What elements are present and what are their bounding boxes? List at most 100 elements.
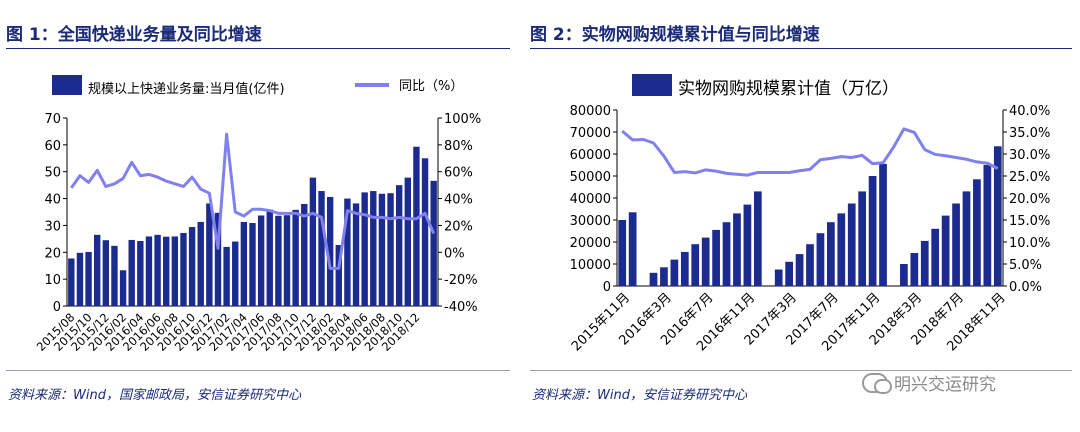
chart1-right-tick-label: -40% (444, 300, 478, 315)
chart2-bar (993, 146, 1002, 286)
chart1-bar (137, 241, 144, 306)
chart1-bar (361, 192, 368, 306)
chart2-bar (868, 176, 877, 286)
chart1-left-tick-label: 60 (44, 139, 61, 154)
chart1-left-tick-label: 30 (44, 219, 61, 234)
chart1-yoy-line (70, 132, 436, 270)
chart1-bar (413, 146, 420, 306)
chart1-left-tick-label: 20 (44, 246, 61, 261)
chart1-title-rule (6, 48, 510, 49)
chart2-bar (733, 213, 741, 286)
chart2-bottom-rule (530, 370, 1072, 371)
chart1-bar (76, 252, 84, 306)
chart1-bar (180, 232, 187, 306)
chart1-bar (275, 215, 282, 306)
chart2-title: 图 2：实物网购规模累计值与同比增速 (530, 25, 820, 45)
chart1-bar (352, 203, 360, 306)
chart2-bar (722, 222, 731, 286)
chart2-bar (680, 251, 689, 286)
chart1-bar (335, 245, 342, 306)
chart1-bar (85, 252, 92, 306)
chart2-bar (920, 240, 929, 286)
chart2-right-tick-label: 0.0% (1009, 280, 1042, 295)
chart2-bar (941, 215, 950, 286)
chart2-bar (858, 191, 867, 286)
chart1-right-tick-label: 60% (444, 166, 473, 181)
chart2-bar (837, 213, 846, 286)
chart2-bar (628, 212, 637, 286)
chart2-bar (931, 228, 940, 286)
chart2-bar (816, 233, 825, 286)
chart1-bar (318, 191, 325, 306)
chart1-left-tick-label: 40 (44, 193, 61, 208)
chart2-left-tick-label: 0 (603, 280, 611, 295)
chart2-bar (753, 191, 762, 286)
chart1-bar (94, 234, 101, 306)
chart1-right-tick-label: 40% (444, 193, 473, 208)
chart2-bar (785, 261, 793, 286)
chart1-bar (128, 239, 135, 306)
chart2-legend-bar-label: 实物网购规模累计值（万亿） (678, 79, 899, 99)
chart1-bar (292, 209, 299, 306)
chart2-left-tick-label: 40000 (570, 192, 611, 207)
chart2-bar (973, 179, 981, 286)
chart1-bar (344, 198, 351, 306)
chart2-bar (900, 264, 908, 286)
chart2-left-tick-label: 30000 (570, 214, 611, 229)
wechat-icon (862, 373, 892, 394)
chart1-right-tick-label: 20% (444, 219, 473, 234)
watermark: 明兴交运研究 (862, 370, 996, 395)
chart2-bar (701, 237, 710, 286)
chart2-bar (910, 253, 919, 286)
chart1-left-tick-label: 0 (53, 300, 61, 315)
chart2-right-tick-label: 10.0% (1009, 236, 1050, 251)
chart2-right-tick-label: 5.0% (1009, 258, 1042, 273)
chart2-bar (806, 244, 814, 286)
chart1-bar (171, 236, 179, 306)
chart2-bar (983, 165, 992, 286)
chart2-left-tick-label: 50000 (570, 170, 611, 185)
chart2-right-tick-label: 35.0% (1009, 126, 1050, 141)
chart1-bar (163, 236, 170, 306)
chart1-bar (145, 236, 153, 306)
chart1-bar (249, 223, 256, 306)
chart2-bar (827, 222, 835, 286)
chart2-left-tick-label: 60000 (570, 148, 611, 163)
chart1-bar (395, 185, 403, 306)
chart1-bar (387, 193, 394, 306)
chart2-yoy-line (621, 127, 999, 177)
chart2-right-tick-label: 15.0% (1009, 214, 1050, 229)
chart2-bar (774, 269, 783, 286)
chart1-bar (266, 209, 273, 306)
chart1-bottom-rule (6, 370, 510, 371)
chart2-bar (743, 204, 752, 286)
chart2-legend-bar-swatch (632, 74, 672, 96)
chart1-bar (119, 270, 127, 306)
chart2-bar (649, 272, 658, 286)
chart1-left-tick-label: 50 (44, 166, 61, 181)
chart1-bar (111, 245, 118, 306)
chart2-bar (847, 203, 856, 286)
chart2-title-rule (530, 48, 1072, 49)
chart2-bar (670, 259, 679, 286)
chart1-legend-bar-swatch (52, 75, 82, 95)
chart1-bar (240, 221, 248, 306)
chart2-bar (795, 254, 804, 286)
chart1-source: 资料来源：Wind，国家邮政局，安信证券研究中心 (8, 388, 301, 403)
chart1-right-tick-label: 100% (444, 112, 481, 127)
chart1-right-tick-label: -20% (444, 273, 478, 288)
chart1-bar (257, 215, 265, 306)
chart2-left-tick-label: 10000 (570, 258, 611, 273)
chart1-bar (188, 227, 196, 306)
chart2-bar (952, 203, 960, 286)
chart1-bar (214, 212, 222, 306)
chart2-bar (691, 244, 700, 286)
chart1-legend-line-label: 同比（%） (399, 79, 463, 94)
chart2-right-tick-label: 20.0% (1009, 192, 1050, 207)
chart2-left-tick-label: 70000 (570, 126, 611, 141)
chart2-bar (962, 191, 971, 286)
chart1-legend-bar-label: 规模以上快递业务量:当月值(亿件) (88, 81, 285, 97)
chart1-bar (232, 241, 239, 306)
chart1-bar (283, 215, 291, 306)
chart1-bar (309, 177, 317, 306)
